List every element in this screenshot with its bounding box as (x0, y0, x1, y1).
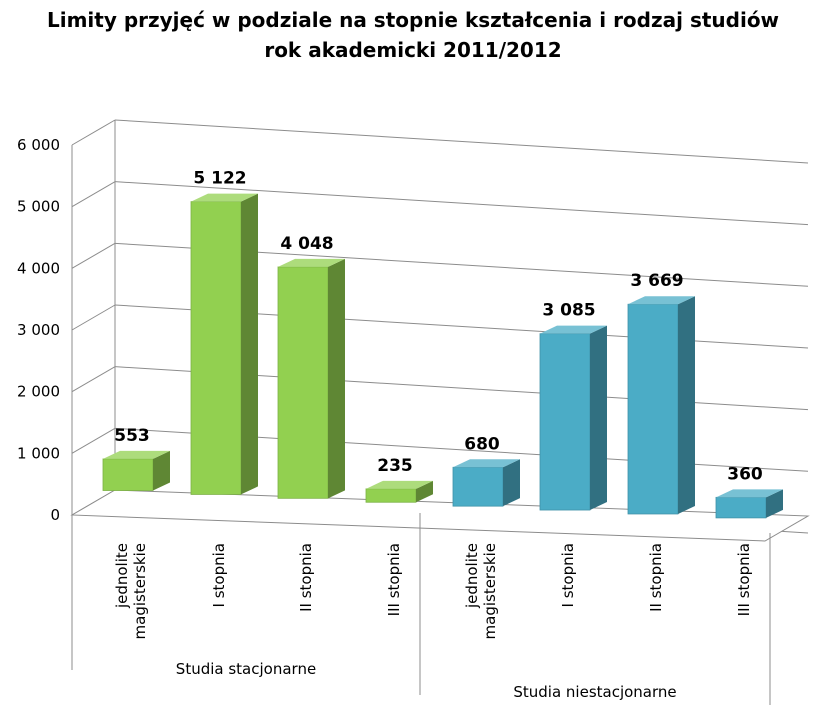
category-label-1-1: I stopnia (559, 543, 577, 607)
gridline-side (71, 366, 116, 393)
chart-title-line2: rok akademicki 2011/2012 (264, 38, 562, 62)
group-label-0: Studia stacjonarne (176, 660, 316, 678)
category-label-0-3: III stopnia (385, 543, 403, 616)
data-label-1-1: 3 085 (542, 301, 595, 321)
data-label-0-0: 553 (114, 426, 150, 446)
bar-1-0 (452, 466, 504, 507)
bar-top-0-0 (103, 450, 170, 459)
bar-0-1 (190, 201, 242, 495)
bar-side-0-0 (153, 450, 170, 491)
category-label-1-2: II stopnia (647, 543, 665, 612)
y-tick-label: 5 000 (17, 198, 60, 216)
bar-side-0-1 (241, 193, 258, 495)
y-tick-label: 6 000 (17, 136, 60, 154)
y-tick-label: 3 000 (17, 321, 60, 339)
data-label-1-0: 680 (464, 434, 500, 454)
bar-side-1-3 (766, 489, 783, 518)
gridline (114, 119, 809, 164)
bar-top-1-1 (540, 325, 607, 334)
bar-top-1-0 (453, 459, 520, 468)
bar-1-2 (627, 303, 679, 515)
bar-side-1-1 (590, 325, 607, 511)
bar-1-1 (539, 333, 591, 511)
y-tick-label: 2 000 (17, 383, 60, 401)
bar-side-0-3 (416, 480, 433, 503)
data-label-0-2: 4 048 (280, 234, 333, 254)
gridline (114, 181, 809, 226)
gridline-side (71, 242, 116, 269)
bar-top-0-1 (191, 193, 258, 202)
bar-1-3 (715, 496, 767, 519)
gridline-side (71, 427, 116, 454)
chart-title-line1: Limity przyjęć w podziale na stopnie ksz… (46, 8, 780, 32)
bar-side-0-2 (328, 258, 345, 499)
category-label-0-0: jednolitemagisterskie (113, 543, 149, 639)
bar-top-1-2 (628, 296, 695, 305)
floor (70, 489, 810, 542)
data-label-0-1: 5 122 (193, 169, 246, 189)
y-tick-label: 1 000 (17, 444, 60, 462)
data-label-1-2: 3 669 (630, 271, 683, 291)
bar-top-0-2 (278, 258, 345, 267)
gridline-side (71, 119, 116, 146)
group-label-1: Studia niestacjonarne (513, 683, 676, 701)
category-label-1-0: jednolitemagisterskie (463, 543, 499, 639)
category-label-0-2: II stopnia (297, 543, 315, 612)
bar-side-1-0 (503, 459, 520, 507)
data-label-0-3: 235 (377, 456, 413, 476)
bar-0-3 (365, 488, 417, 503)
bar-top-0-3 (366, 480, 433, 489)
gridline-side (71, 304, 116, 331)
y-tick-label: 0 (50, 506, 60, 524)
data-label-1-3: 360 (727, 464, 763, 484)
category-label-0-1: I stopnia (210, 543, 228, 607)
bar-0-0 (102, 458, 154, 491)
category-label-1-3: III stopnia (735, 543, 753, 616)
bar-0-2 (277, 266, 329, 499)
gridline-side (71, 181, 116, 208)
y-tick-label: 4 000 (17, 259, 60, 277)
bar-side-1-2 (678, 296, 695, 514)
bar-top-1-3 (716, 489, 783, 498)
